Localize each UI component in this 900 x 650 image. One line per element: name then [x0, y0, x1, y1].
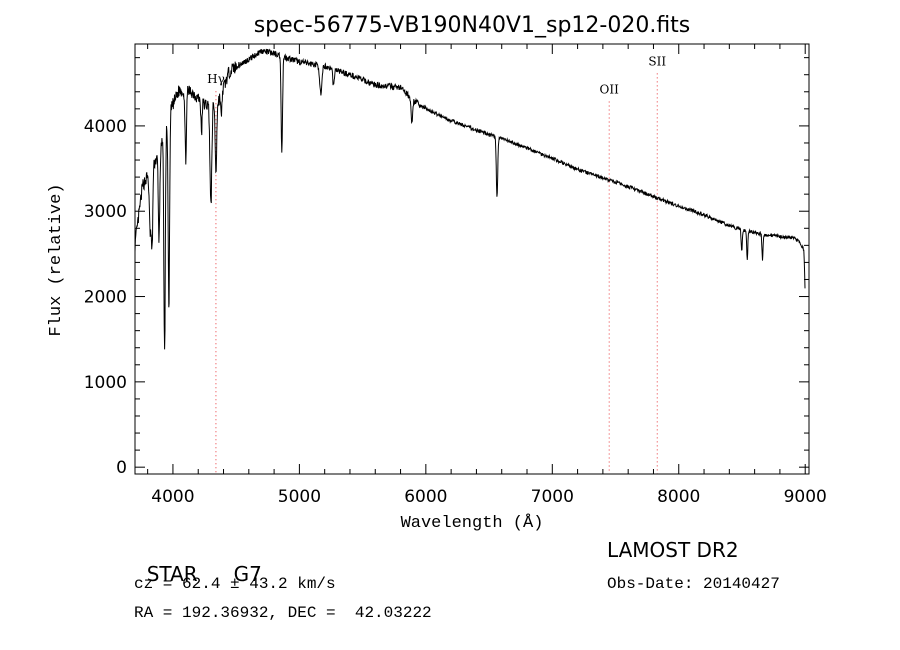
redshift-label: cz = 62.4 ± 43.2 km/s	[134, 575, 336, 593]
y-tick-label: 4000	[84, 117, 127, 137]
x-tick-label: 9000	[784, 487, 827, 507]
subclass-label: G7	[233, 562, 262, 586]
x-tick-label: 8000	[657, 487, 700, 507]
object-class-label: STAR	[146, 562, 198, 586]
x-tick-label: 5000	[278, 487, 321, 507]
line-markers: Hγ OII SII	[207, 54, 666, 474]
y-tick-label: 3000	[84, 202, 127, 222]
spectrum-line	[134, 48, 806, 350]
line-marker-label: Hγ	[207, 72, 225, 86]
line-marker-label: SII	[648, 54, 666, 68]
survey-label: LAMOST DR2	[607, 538, 739, 562]
plot-frame	[134, 43, 810, 475]
y-tick-label: 0	[116, 458, 127, 478]
y-tick-label: 1000	[84, 373, 127, 393]
axis-ticks: 4000 5000 6000 7000 8000 9000 0 1000 2000 3000 400…	[84, 44, 827, 507]
x-tick-label: 6000	[404, 487, 447, 507]
object-class: STAR G7	[134, 538, 262, 586]
x-tick-label: 7000	[531, 487, 574, 507]
coords-label: RA = 192.36932, DEC = 42.03222	[134, 604, 432, 622]
line-marker-label: OII	[600, 82, 620, 96]
x-axis-label: Wavelength (Å)	[401, 514, 544, 533]
y-axis-label: Flux (relative)	[47, 183, 66, 336]
chart-title: spec-56775-VB190N40V1_sp12-020.fits	[254, 13, 691, 38]
obs-date-label: Obs-Date: 20140427	[607, 575, 780, 593]
y-tick-label: 2000	[84, 288, 127, 308]
x-tick-label: 4000	[151, 487, 194, 507]
